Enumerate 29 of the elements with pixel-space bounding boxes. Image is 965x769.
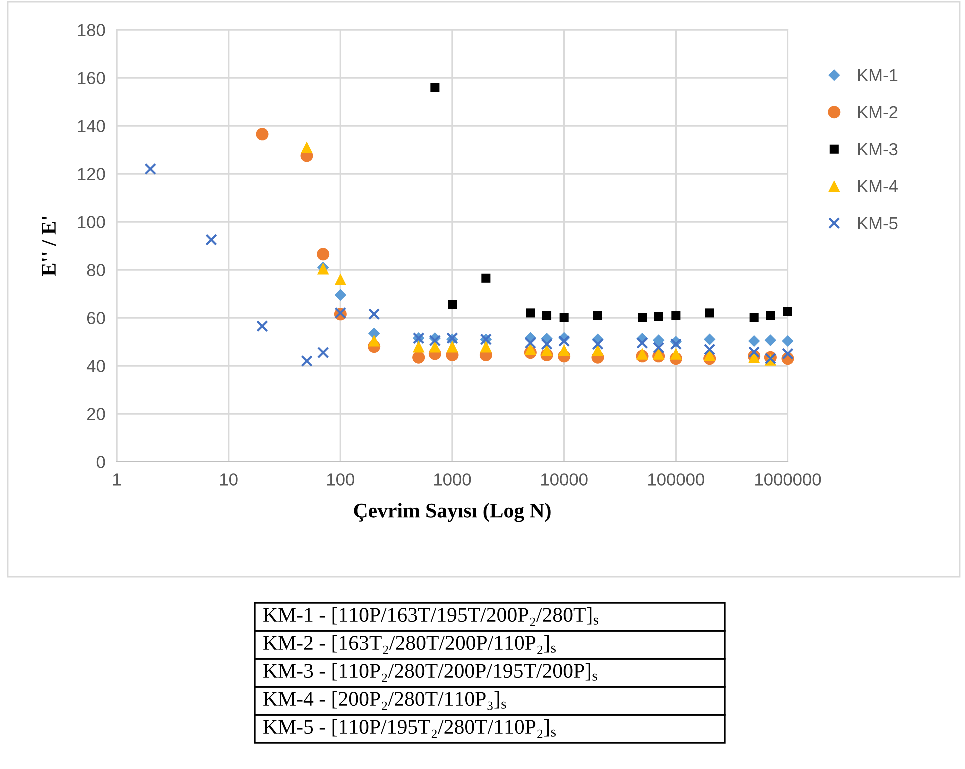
legend-label: KM-5: [858, 218, 898, 230]
x-axis-title: Çevrim Sayısı (Log N): [354, 503, 551, 522]
text: KM-3 - [110P₂/280T/200P/195T/200P]$_{s}$: [264, 663, 598, 682]
legend-label: KM-2: [858, 106, 898, 118]
x-tick-label: 10000: [542, 474, 588, 486]
legend-label: KM-3: [858, 143, 898, 156]
y-tick-label: 0: [96, 456, 106, 468]
x-tick-label: 1000000: [756, 474, 822, 486]
x-tick-label: 10: [220, 474, 238, 486]
legend-label: KM-4: [858, 180, 898, 192]
y-axis-title: E'' / E': [42, 216, 56, 276]
x-tick-label: 100000: [648, 474, 704, 486]
y-tick-label: 100: [78, 216, 106, 228]
text: KM-2 - [163T₂/280T/200P/110P₂]$_{s}$: [264, 635, 556, 654]
x-tick-label: 1000: [434, 474, 472, 486]
x-tick-label: 1: [113, 474, 121, 486]
text: KM-1 - [110P/163T/195T/200P₂/280T]$_{s}$: [264, 607, 598, 626]
y-tick-label: 60: [87, 312, 106, 324]
y-tick-label: 40: [86, 360, 106, 372]
y-tick-label: 140: [78, 120, 106, 132]
y-tick-label: 180: [78, 24, 106, 36]
text: KM-4 - [200P₂/280T/110P₃]$_{s}$: [264, 691, 506, 710]
legend-label: KM-1: [858, 69, 898, 82]
x-tick-label: 100: [328, 474, 354, 486]
y-tick-label: 160: [78, 72, 106, 84]
y-tick-label: 20: [87, 408, 106, 420]
text: KM-5 - [110P/195T₂/280T/110P₂]$_{s}$: [264, 719, 556, 738]
y-tick-label: 80: [87, 264, 106, 276]
y-tick-label: 120: [78, 168, 106, 180]
